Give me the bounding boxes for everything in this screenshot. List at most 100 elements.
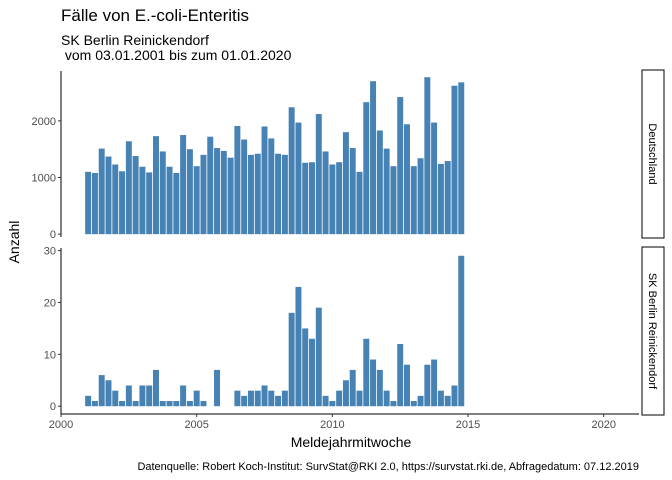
bar	[444, 161, 451, 235]
bar	[437, 390, 444, 407]
bar	[119, 171, 126, 235]
bar	[186, 401, 193, 407]
bar	[342, 132, 349, 235]
bar	[166, 166, 173, 235]
bar	[193, 166, 200, 235]
bar	[98, 375, 105, 407]
bar	[309, 162, 315, 235]
bar	[234, 125, 241, 235]
bar	[91, 172, 98, 235]
panel-sk-berlin-reinickendorf: 0 10 20 30 SK Berlin Reinickendorf	[44, 246, 665, 416]
bar	[451, 385, 458, 407]
bar	[363, 338, 370, 407]
bar	[404, 124, 410, 235]
bar	[261, 385, 268, 407]
bar	[410, 166, 417, 235]
bar	[146, 385, 153, 407]
bar	[288, 107, 295, 235]
bar	[98, 148, 105, 235]
bar	[281, 154, 288, 235]
bar	[451, 85, 458, 235]
bar	[180, 385, 187, 407]
bar	[390, 166, 397, 235]
bar	[241, 139, 248, 235]
bar	[437, 163, 444, 235]
bar	[220, 150, 227, 235]
bar	[268, 138, 275, 235]
facet-strip	[641, 246, 665, 416]
bar	[315, 307, 322, 407]
bar	[302, 162, 309, 235]
y-tick-label: 0	[50, 229, 56, 241]
facet-strip	[641, 69, 665, 239]
bar	[214, 369, 221, 407]
bar	[275, 395, 282, 407]
panel-deutschland: 0 1000 2000 Deutschland	[32, 69, 665, 241]
bar	[329, 401, 336, 407]
bar	[397, 97, 404, 235]
bar	[376, 130, 383, 235]
chart-subtitle-line-2: vom 03.01.2001 bis zum 01.01.2020	[61, 47, 292, 63]
y-tick-label: 1000	[32, 173, 56, 185]
bar	[146, 172, 153, 235]
bar	[349, 148, 356, 235]
chart-caption: Datenquelle: Robert Koch-Institut: SurvS…	[137, 461, 639, 473]
bar	[342, 380, 349, 407]
y-tick-label: 30	[44, 246, 56, 258]
bar	[125, 141, 132, 235]
bar	[112, 390, 119, 407]
bar	[295, 286, 302, 407]
bar	[173, 172, 180, 235]
bar	[410, 401, 417, 407]
bar	[247, 154, 254, 235]
bar	[424, 77, 431, 235]
bar	[254, 153, 261, 235]
bar	[322, 395, 329, 407]
bar	[193, 390, 200, 407]
bar	[139, 166, 146, 235]
bar	[139, 385, 146, 407]
bar	[444, 395, 451, 407]
bar	[281, 390, 288, 407]
bar	[376, 369, 383, 407]
bar	[234, 390, 241, 407]
bar	[166, 401, 173, 407]
bar	[302, 328, 309, 407]
bar	[186, 149, 193, 235]
bar	[200, 154, 207, 235]
x-tick-label: 2015	[456, 419, 480, 431]
facet-strip-label-deutschland: Deutschland	[646, 123, 658, 184]
bar	[85, 395, 92, 407]
chart-title: Fälle von E.-coli-Enteritis	[61, 6, 249, 25]
bar	[261, 126, 268, 235]
bar	[241, 395, 248, 407]
bar	[214, 148, 221, 235]
bar	[329, 164, 336, 235]
y-tick-label: 10	[44, 349, 56, 361]
bar	[173, 401, 180, 407]
y-axis-label: Anzahl	[6, 221, 22, 264]
bar	[349, 369, 356, 407]
bar	[424, 364, 431, 407]
bar	[159, 401, 166, 407]
bar	[356, 390, 363, 407]
x-tick-label: 2020	[591, 419, 615, 431]
bar	[431, 359, 438, 407]
y-tick-label: 2000	[32, 116, 56, 128]
bar	[180, 135, 187, 235]
bar	[397, 343, 404, 407]
chart-subtitle-line-1: SK Berlin Reinickendorf	[61, 32, 209, 48]
bar	[159, 151, 166, 235]
facet-strip-label-sk-berlin-reinickendorf: SK Berlin Reinickendorf	[646, 273, 658, 390]
bar	[132, 155, 139, 235]
bar	[417, 158, 424, 235]
bar	[85, 171, 92, 235]
bar	[112, 164, 119, 235]
bar	[417, 395, 424, 407]
bar	[254, 390, 261, 407]
bar	[288, 312, 295, 407]
x-axis: 2000 2005 2010 2015 2020	[49, 413, 639, 431]
bar	[275, 153, 282, 235]
bar	[247, 390, 254, 407]
bar	[91, 401, 98, 407]
